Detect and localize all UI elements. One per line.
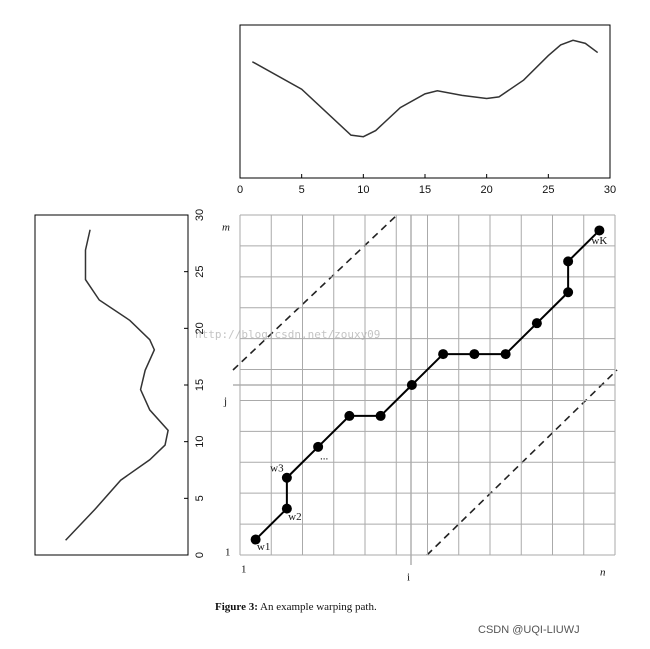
- band-upper: [232, 214, 398, 371]
- origin-label: 1: [241, 564, 247, 576]
- point-label: w3: [270, 462, 284, 474]
- x-tick-label: 30: [604, 184, 616, 196]
- point-label: ...: [320, 450, 329, 462]
- axis-label-n: n: [600, 567, 606, 579]
- origin-label: 1: [225, 547, 231, 559]
- path-point: [563, 287, 574, 298]
- axis-label-i: i: [407, 572, 410, 584]
- series-line: [65, 229, 169, 541]
- caption: Figure 3: An example warping path.: [215, 601, 377, 613]
- path-point: [438, 349, 449, 360]
- path-point: [531, 318, 542, 329]
- y-tick-label: 20: [194, 322, 206, 334]
- point-label: w1: [257, 541, 270, 553]
- path-point: [563, 256, 574, 267]
- axis-label-j: j: [223, 396, 227, 408]
- caption-text: An example warping path.: [258, 601, 377, 613]
- series-line: [251, 39, 599, 138]
- path-point: [406, 380, 417, 390]
- path-point: [594, 225, 605, 236]
- axis-label-m: m: [222, 222, 230, 234]
- path-point: [281, 503, 292, 514]
- x-tick-label: 0: [237, 184, 243, 196]
- x-tick-label: 5: [299, 184, 305, 196]
- y-tick-label: 5: [194, 495, 206, 501]
- path-point: [250, 534, 261, 545]
- path-point: [281, 472, 292, 483]
- y-tick-label: 10: [194, 436, 206, 448]
- caption-bold: Figure 3:: [215, 601, 258, 613]
- y-tick-label: 15: [194, 379, 206, 391]
- point-label: w2: [288, 511, 301, 523]
- left-frame: [34, 214, 189, 556]
- path-point: [344, 410, 355, 421]
- point-label: wK: [591, 235, 607, 247]
- path-point: [500, 349, 511, 360]
- x-tick-label: 20: [481, 184, 493, 196]
- x-tick-label: 15: [419, 184, 431, 196]
- y-tick-label: 25: [194, 266, 206, 278]
- path-point: [313, 441, 324, 452]
- x-tick-label: 25: [542, 184, 554, 196]
- top-frame: [239, 24, 611, 179]
- warping-path: [254, 229, 601, 541]
- x-tick-label: 10: [357, 184, 369, 196]
- y-tick-label: 30: [194, 209, 206, 221]
- path-point: [375, 410, 386, 421]
- footer: CSDN @UQI-LIUWJ: [478, 624, 580, 636]
- path-point: [469, 349, 480, 360]
- y-tick-label: 0: [194, 552, 206, 558]
